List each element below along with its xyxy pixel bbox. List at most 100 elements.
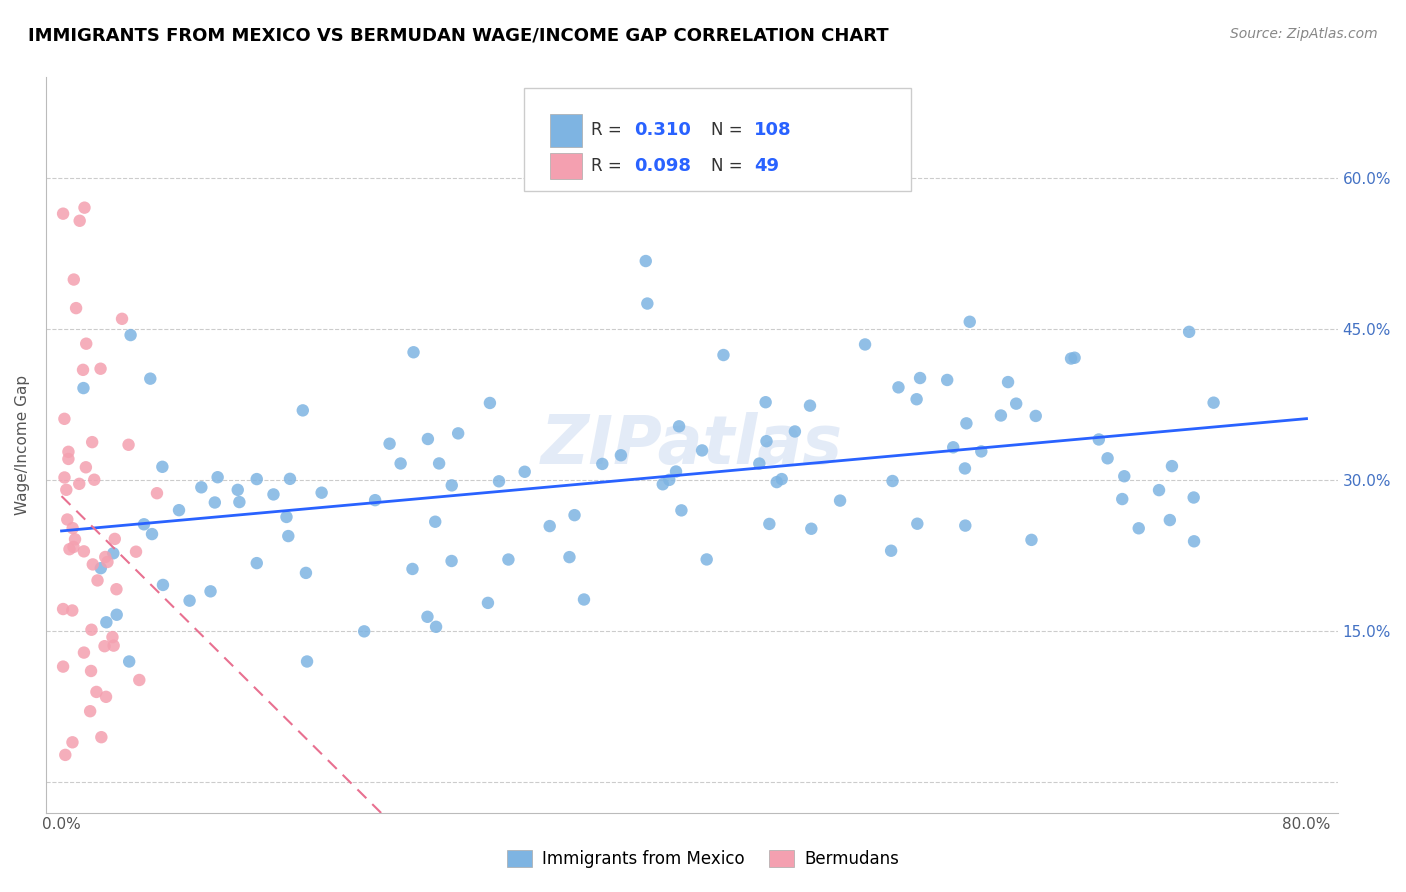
Point [416,432,439,446]
FancyBboxPatch shape [524,88,911,192]
Point [440,554,463,568]
Point [1060,351,1083,366]
Point [276,510,298,524]
Text: 49: 49 [754,157,779,175]
Text: R =: R = [591,157,627,175]
Text: 0.098: 0.098 [634,157,690,175]
Point [478,396,501,410]
Point [105,582,128,597]
Text: 0.310: 0.310 [634,121,690,139]
Point [1005,397,1028,411]
Text: N =: N = [711,157,748,175]
Y-axis label: Wage/Income Gap: Wage/Income Gap [15,375,30,515]
Point [86,574,108,588]
Point [146,486,169,500]
Text: R =: R = [591,121,627,139]
Point [1088,433,1111,447]
Point [425,515,447,529]
Point [67,476,90,491]
Point [226,483,249,497]
Point [58,451,80,466]
Point [58,542,80,557]
Point [1159,513,1181,527]
Point [79,704,101,718]
Point [58,445,80,459]
Point [291,403,314,417]
Point [295,655,318,669]
Point [83,473,105,487]
Point [94,690,117,704]
Point [1025,409,1047,423]
Point [953,461,976,475]
Point [246,472,269,486]
Point [52,659,75,673]
Point [53,412,76,426]
Point [416,609,439,624]
Point [111,311,134,326]
Point [82,558,104,572]
Point [179,593,201,607]
Point [190,480,212,494]
Point [167,503,190,517]
Point [1182,534,1205,549]
Text: N =: N = [711,121,748,139]
Point [278,472,301,486]
Point [748,457,770,471]
Point [105,607,128,622]
Point [55,483,77,497]
Point [90,361,112,376]
Point [758,516,780,531]
Text: IMMIGRANTS FROM MEXICO VS BERMUDAN WAGE/INCOME GAP CORRELATION CHART: IMMIGRANTS FROM MEXICO VS BERMUDAN WAGE/… [28,27,889,45]
Point [204,495,226,509]
Point [696,552,718,566]
Point [558,550,581,565]
Point [853,337,876,351]
Point [955,417,977,431]
Point [765,475,787,489]
Point [378,436,401,450]
Point [970,444,993,458]
Point [62,735,84,749]
Point [263,487,285,501]
Point [73,646,96,660]
Point [53,747,76,762]
Point [665,465,688,479]
Point [101,630,124,644]
Point [538,519,561,533]
FancyBboxPatch shape [550,153,582,179]
Point [103,639,125,653]
Point [936,373,959,387]
Point [246,556,269,570]
Point [1128,521,1150,535]
Point [72,381,94,395]
Point [96,555,118,569]
Point [755,395,778,409]
Point [572,592,595,607]
Point [783,425,806,439]
Point [353,624,375,639]
Point [65,301,87,315]
Point [828,493,851,508]
Point [498,552,520,566]
Point [69,214,91,228]
Point [1178,325,1201,339]
Point [440,478,463,492]
Point [997,375,1019,389]
Point [1021,533,1043,547]
Point [882,474,904,488]
Point [72,363,94,377]
Point [477,596,499,610]
Point [887,380,910,394]
Point [955,518,977,533]
Point [591,457,613,471]
Point [668,419,690,434]
Point [90,561,112,575]
Point [118,655,141,669]
Point [128,673,150,687]
Point [90,730,112,744]
Point [990,409,1012,423]
Point [295,566,318,580]
Point [427,457,450,471]
Point [1097,451,1119,466]
Point [75,336,97,351]
